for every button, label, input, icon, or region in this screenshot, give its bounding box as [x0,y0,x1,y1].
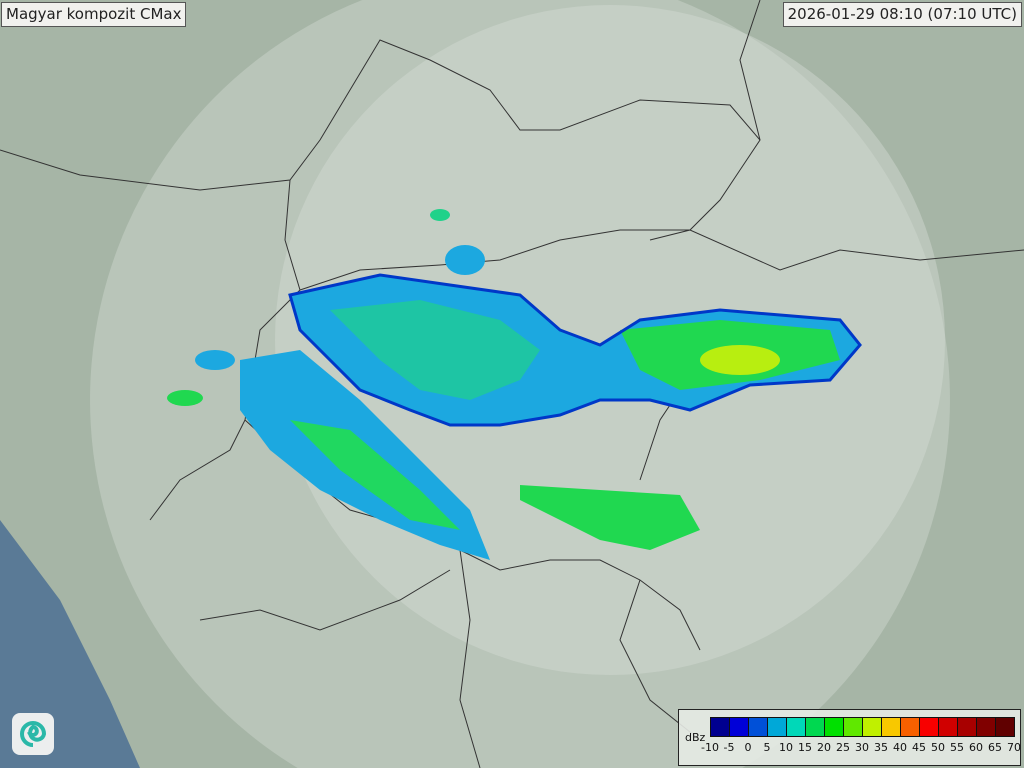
legend-tick-label: 20 [817,741,831,754]
legend-swatch [996,718,1014,736]
legend-swatch [730,718,749,736]
swirl-logo-icon [12,713,54,755]
timestamp: 2026-01-29 08:10 (07:10 UTC) [782,2,1022,27]
radar-echoes [167,209,862,560]
legend-tick-label: -10 [701,741,719,754]
legend-tick-label: 15 [798,741,812,754]
sea [0,520,140,768]
legend-color-bar [710,717,1015,737]
legend-swatch [749,718,768,736]
legend-swatch [977,718,996,736]
legend-unit: dBz [685,731,706,744]
legend-swatch [863,718,882,736]
legend-swatch [939,718,958,736]
legend-swatch [920,718,939,736]
legend-tick-label: 55 [950,741,964,754]
legend-tick-label: 65 [988,741,1002,754]
legend-swatch [787,718,806,736]
legend-tick-label: 45 [912,741,926,754]
legend-tick-label: 10 [779,741,793,754]
legend-swatch [825,718,844,736]
legend-swatch [882,718,901,736]
legend-swatch [806,718,825,736]
legend-swatch [711,718,730,736]
legend-tick-label: 0 [744,741,752,754]
legend-tick-label: 60 [969,741,983,754]
legend-ticks: -10 -5 0 5 10 15 20 25 30 35 40 45 50 55 60 65 70 [701,741,1021,761]
product-title: Magyar kompozit CMax [1,2,187,27]
legend-swatch [768,718,787,736]
legend-tick-label: 35 [874,741,888,754]
legend-tick-label: 40 [893,741,907,754]
legend-tick-label: 70 [1007,741,1021,754]
legend-swatch [958,718,977,736]
legend-tick-label: 25 [836,741,850,754]
legend-tick-label: 30 [855,741,869,754]
dbz-legend: dBz -10 -5 0 5 10 15 20 25 30 35 40 45 50 55 60 65 70 [678,709,1021,766]
legend-swatch [901,718,920,736]
legend-swatch [844,718,863,736]
legend-tick-label: 50 [931,741,945,754]
legend-tick-label: 5 [763,741,771,754]
legend-tick-label: -5 [723,741,735,754]
